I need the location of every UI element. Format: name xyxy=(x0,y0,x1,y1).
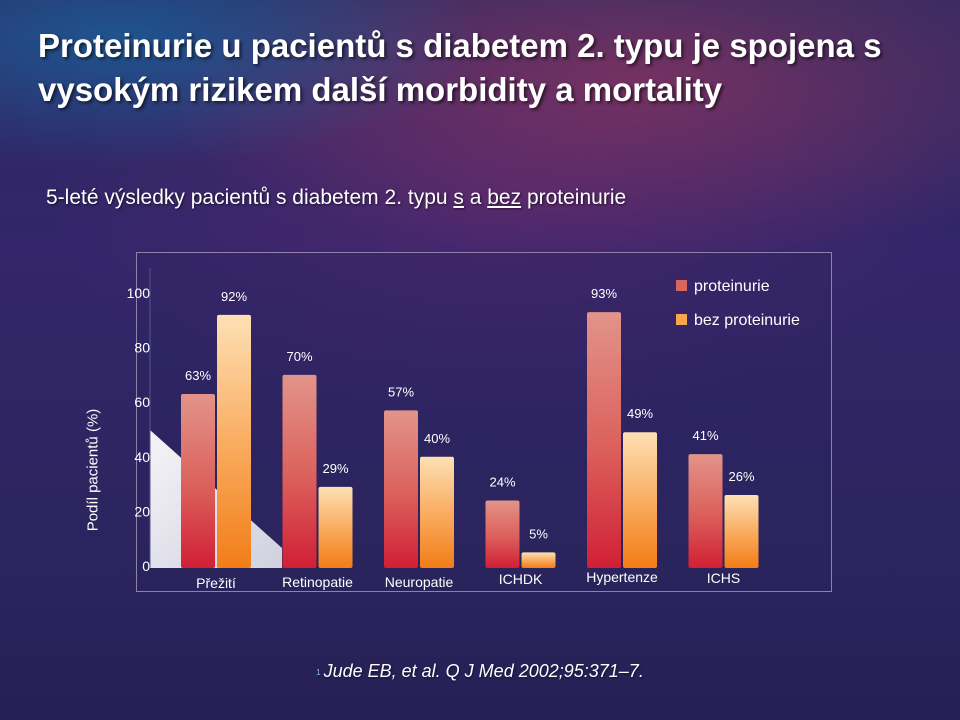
data-label: 57% xyxy=(388,384,414,399)
category-label: Přežití xyxy=(196,575,236,591)
bar-proteinuria xyxy=(688,454,723,568)
bar-no-proteinuria xyxy=(420,456,454,568)
data-label: 93% xyxy=(591,286,617,301)
subtitle-post: proteinurie xyxy=(521,186,627,209)
legend-swatch xyxy=(676,280,687,291)
data-label: 26% xyxy=(728,469,754,484)
y-axis-label: Podíl pacientů (%) xyxy=(84,408,102,532)
legend-label: bez proteinurie xyxy=(694,312,800,329)
bar-proteinuria xyxy=(181,394,215,568)
bar-no-proteinuria xyxy=(217,314,251,568)
category-label: Retinopatie xyxy=(282,574,353,590)
data-label: 5% xyxy=(529,526,548,541)
bar-proteinuria xyxy=(282,374,317,568)
y-tick-label: 60 xyxy=(134,394,150,410)
citation-mark: 1 xyxy=(316,667,321,677)
data-label: 92% xyxy=(221,289,247,304)
category-label: Neuropatie xyxy=(385,574,454,590)
data-label: 29% xyxy=(322,461,348,476)
data-label: 40% xyxy=(424,431,450,446)
subtitle-s: s xyxy=(453,186,464,209)
y-tick-label: 80 xyxy=(134,340,150,356)
y-tick-label: 100 xyxy=(127,285,151,301)
citation-text: Jude EB, et al. Q J Med 2002;95:371–7. xyxy=(323,661,644,681)
bar-no-proteinuria xyxy=(521,552,556,568)
bar-no-proteinuria xyxy=(724,495,759,568)
data-label: 41% xyxy=(692,428,718,443)
citation: 1 Jude EB, et al. Q J Med 2002;95:371–7. xyxy=(0,661,960,682)
data-label: 63% xyxy=(185,368,211,383)
bar-proteinuria xyxy=(587,312,621,568)
category-label: Hypertenze xyxy=(586,569,658,585)
y-tick-label: 0 xyxy=(142,558,150,574)
category-label: ICHDK xyxy=(499,571,543,587)
data-label: 49% xyxy=(627,406,653,421)
chart-subtitle: 5-leté výsledky pacientů s diabetem 2. t… xyxy=(46,186,626,210)
subtitle-mid: a xyxy=(463,186,488,209)
data-label: 70% xyxy=(286,349,312,364)
y-tick-label: 20 xyxy=(134,503,150,519)
bar-proteinuria xyxy=(384,410,418,568)
page-title: Proteinurie u pacientů s diabetem 2. typ… xyxy=(38,27,882,108)
bar-no-proteinuria xyxy=(318,486,353,568)
decorative-panel xyxy=(150,430,282,568)
category-label: ICHS xyxy=(707,570,740,586)
subtitle-pre: 5-leté výsledky pacientů s diabetem 2. t… xyxy=(46,186,454,209)
bar-no-proteinuria xyxy=(623,432,657,568)
bar-proteinuria xyxy=(485,500,520,568)
data-label: 24% xyxy=(489,474,515,489)
y-tick-label: 40 xyxy=(134,449,150,465)
legend-swatch xyxy=(676,314,687,325)
legend-label: proteinurie xyxy=(694,278,770,295)
subtitle-bez: bez xyxy=(487,186,522,209)
